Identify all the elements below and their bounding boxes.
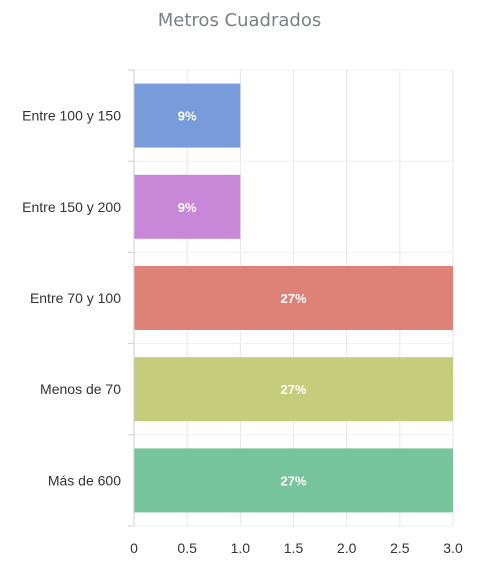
bar-data-label: 27% bbox=[280, 382, 306, 397]
bar bbox=[134, 448, 453, 513]
category-label: Entre 70 y 100 bbox=[30, 290, 121, 306]
category-label: Entre 150 y 200 bbox=[22, 199, 121, 215]
bar-data-label: 27% bbox=[280, 291, 306, 306]
x-tick-label: 3.0 bbox=[443, 540, 463, 556]
category-label: Entre 100 y 150 bbox=[22, 108, 121, 124]
x-tick-label: 1.0 bbox=[231, 540, 251, 556]
category-label: Más de 600 bbox=[48, 472, 121, 488]
x-tick-label: 1.5 bbox=[284, 540, 304, 556]
x-tick-label: 0 bbox=[130, 540, 138, 556]
bar bbox=[134, 83, 241, 148]
bar bbox=[134, 357, 453, 422]
x-tick-label: 2.0 bbox=[337, 540, 357, 556]
bar-data-label: 9% bbox=[178, 200, 197, 215]
x-axis-ticks: 0 0.5 1.0 1.5 2.0 2.5 3.0 bbox=[130, 540, 463, 556]
bars: 9% 9% 27% 27% 27% bbox=[134, 83, 453, 513]
bar bbox=[134, 266, 453, 330]
category-labels: Entre 100 y 150 Entre 150 y 200 Entre 70 y… bbox=[22, 108, 121, 489]
bar-data-label: 9% bbox=[178, 109, 197, 124]
x-tick-label: 2.5 bbox=[390, 540, 410, 556]
x-tick-label: 0.5 bbox=[177, 540, 197, 556]
bar-data-label: 27% bbox=[280, 473, 306, 488]
chart-title: Metros Cuadrados bbox=[157, 10, 322, 31]
bar bbox=[134, 174, 241, 239]
category-label: Menos de 70 bbox=[40, 381, 121, 397]
